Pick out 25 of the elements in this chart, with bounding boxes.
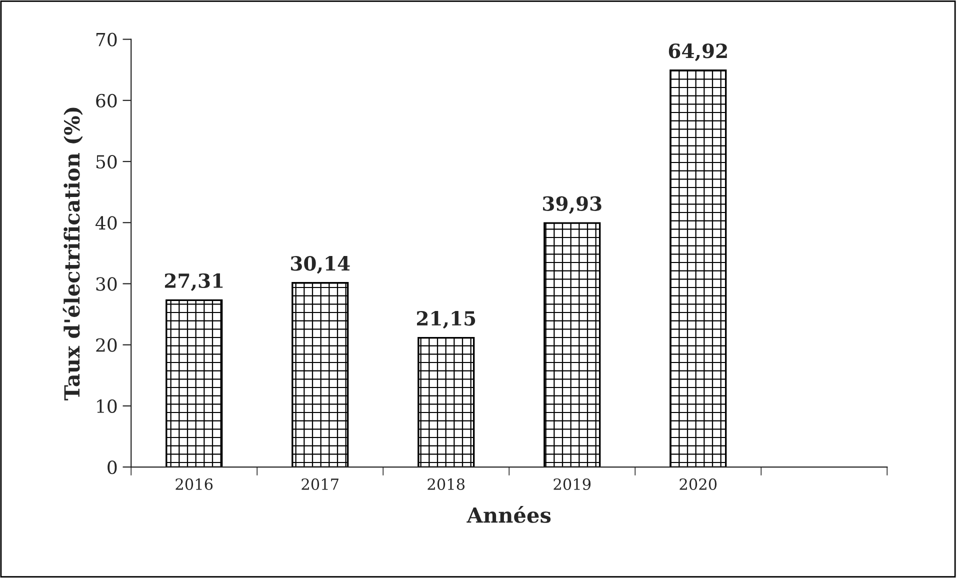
y-tick-label: 20 [96, 338, 117, 352]
bar [418, 336, 475, 468]
x-tick-label: 2017 [302, 478, 338, 490]
x-tick-label: 2016 [176, 478, 213, 490]
y-axis-title: Taux d'électrification (%) [62, 108, 83, 400]
x-tick-label: 2018 [428, 478, 465, 490]
data-label: 30,14 [291, 256, 350, 274]
y-tick-label: 30 [96, 277, 117, 291]
bar [544, 222, 601, 468]
y-tick-label: 70 [96, 32, 117, 46]
y-tick-label: 40 [95, 216, 117, 230]
data-label: 64,92 [668, 44, 727, 62]
x-axis-title: Années [466, 506, 551, 523]
x-tick-label: 2020 [680, 478, 717, 490]
bar [166, 299, 223, 468]
x-tick-label: 2019 [554, 478, 591, 490]
data-label: 27,31 [164, 273, 223, 291]
data-label: 21,15 [416, 310, 476, 329]
bar [292, 282, 349, 468]
y-tick-label: 10 [97, 399, 117, 414]
y-tick-label: 60 [96, 94, 117, 108]
bar [670, 70, 727, 468]
y-tick-label: 0 [108, 460, 117, 474]
data-label: 39,93 [543, 196, 602, 214]
y-tick-label: 50 [96, 154, 117, 169]
